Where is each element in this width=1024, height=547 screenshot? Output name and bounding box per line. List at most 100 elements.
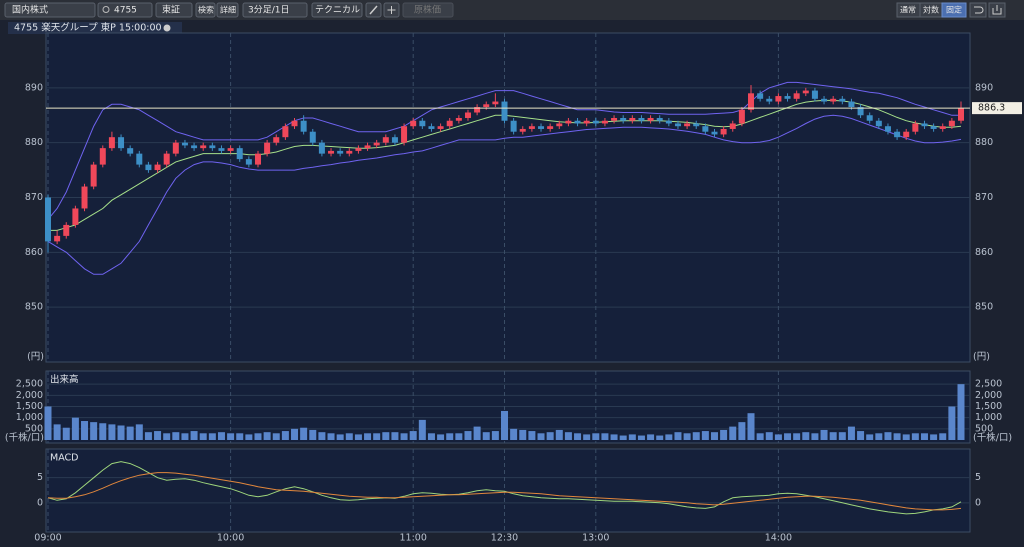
candle-body	[419, 120, 426, 127]
volume-bar	[592, 433, 600, 440]
volume-bar	[829, 432, 837, 440]
candle-body	[446, 120, 453, 127]
volume-bar	[154, 431, 162, 440]
candle-body	[821, 98, 828, 102]
volume-bar	[345, 433, 353, 440]
volume-bar	[126, 426, 134, 440]
candle-body	[391, 137, 398, 143]
exchange-select[interactable]	[155, 2, 193, 18]
volume-bar	[90, 422, 98, 440]
x-tick-label: 09:00	[34, 533, 61, 544]
candle-body	[355, 148, 362, 151]
scale-fixed[interactable]	[941, 2, 967, 18]
volume-bar	[802, 432, 810, 440]
symbol-text: 4755	[114, 6, 137, 16]
candle-body	[337, 150, 344, 154]
volume-bar	[510, 428, 518, 440]
panel	[45, 448, 971, 533]
volume-bar	[163, 433, 171, 440]
last-price-label: 886.3	[978, 103, 1005, 114]
volume-bar	[181, 433, 189, 440]
candle-body	[282, 126, 289, 138]
toolbar-bg	[0, 0, 1024, 20]
technical-button[interactable]	[311, 2, 363, 18]
candle-body	[720, 128, 727, 135]
candle-body	[72, 208, 79, 225]
unit-label: (円)	[27, 352, 44, 363]
candle-body	[309, 131, 316, 143]
volume-bar	[747, 413, 755, 440]
candle-body	[866, 115, 873, 121]
candle-body	[245, 159, 252, 165]
candle-body	[437, 126, 444, 129]
info-icon[interactable]	[163, 24, 171, 32]
volume-bar	[902, 434, 910, 440]
candle-body	[775, 96, 782, 102]
volume-bar	[610, 434, 618, 440]
source-price-text: 原株価	[414, 4, 441, 16]
volume-bar	[373, 433, 381, 440]
volume-bar	[665, 434, 673, 440]
volume-bar	[683, 433, 691, 440]
source-price-button[interactable]	[402, 2, 454, 18]
volume-bar	[893, 433, 901, 440]
y-tick-label-right: 5	[975, 472, 981, 483]
volume-bar	[327, 433, 335, 440]
candle-body	[382, 137, 389, 143]
candle-body	[729, 123, 736, 129]
candle-body	[410, 120, 417, 127]
candle-body	[948, 120, 955, 127]
volume-bar	[555, 429, 563, 440]
exchange-text: 東証	[162, 4, 180, 16]
volume-bar	[619, 435, 627, 440]
volume-bar	[135, 424, 143, 440]
candle-body	[328, 150, 335, 154]
candle-body	[163, 153, 170, 165]
volume-bar	[300, 427, 308, 440]
y-tick-label: 0	[37, 497, 43, 508]
candle-body	[501, 101, 508, 121]
y-tick-label: 500	[25, 423, 43, 434]
candle-body	[811, 90, 818, 99]
undo-button[interactable]	[969, 2, 987, 18]
last-price-box	[972, 102, 1022, 115]
volume-bar	[847, 426, 855, 440]
symbol-input[interactable]	[97, 2, 153, 18]
unit-label-right: (円)	[973, 352, 990, 363]
candle-body	[483, 104, 490, 108]
indicator-line	[47, 81, 961, 220]
x-tick-label: 13:00	[582, 533, 609, 544]
volume-bar	[245, 434, 253, 440]
candle-body	[939, 126, 946, 129]
volume-bar	[108, 424, 116, 440]
candle-body	[264, 142, 271, 154]
technical-text: テクニカル	[315, 5, 360, 16]
candle-body	[54, 235, 61, 242]
candle-body	[592, 120, 599, 124]
search-button[interactable]	[195, 2, 216, 18]
candle-body	[118, 137, 125, 149]
candle-body	[81, 186, 88, 209]
pencil-icon	[369, 5, 378, 15]
candle-body	[154, 164, 161, 171]
candle-body	[656, 117, 663, 121]
detail-button[interactable]	[216, 2, 239, 18]
volume-bar	[382, 432, 390, 440]
candle-body	[474, 107, 481, 113]
candle-body	[903, 131, 910, 138]
market-select[interactable]	[4, 2, 96, 18]
candle-body	[254, 153, 261, 165]
y-tick-label-right: 880	[975, 137, 993, 148]
volume-bar	[519, 429, 527, 440]
x-tick-label: 11:00	[400, 533, 427, 544]
volume-bar	[99, 423, 107, 440]
y-tick-label-right: 870	[975, 192, 993, 203]
volume-bar	[117, 425, 125, 440]
volume-bar	[172, 432, 180, 440]
interval-select[interactable]	[242, 2, 308, 18]
volume-bar	[446, 433, 454, 440]
volume-bar	[263, 432, 271, 440]
volume-bar	[391, 432, 399, 440]
panel-title: 出来高	[50, 374, 79, 386]
volume-bar	[866, 434, 874, 440]
